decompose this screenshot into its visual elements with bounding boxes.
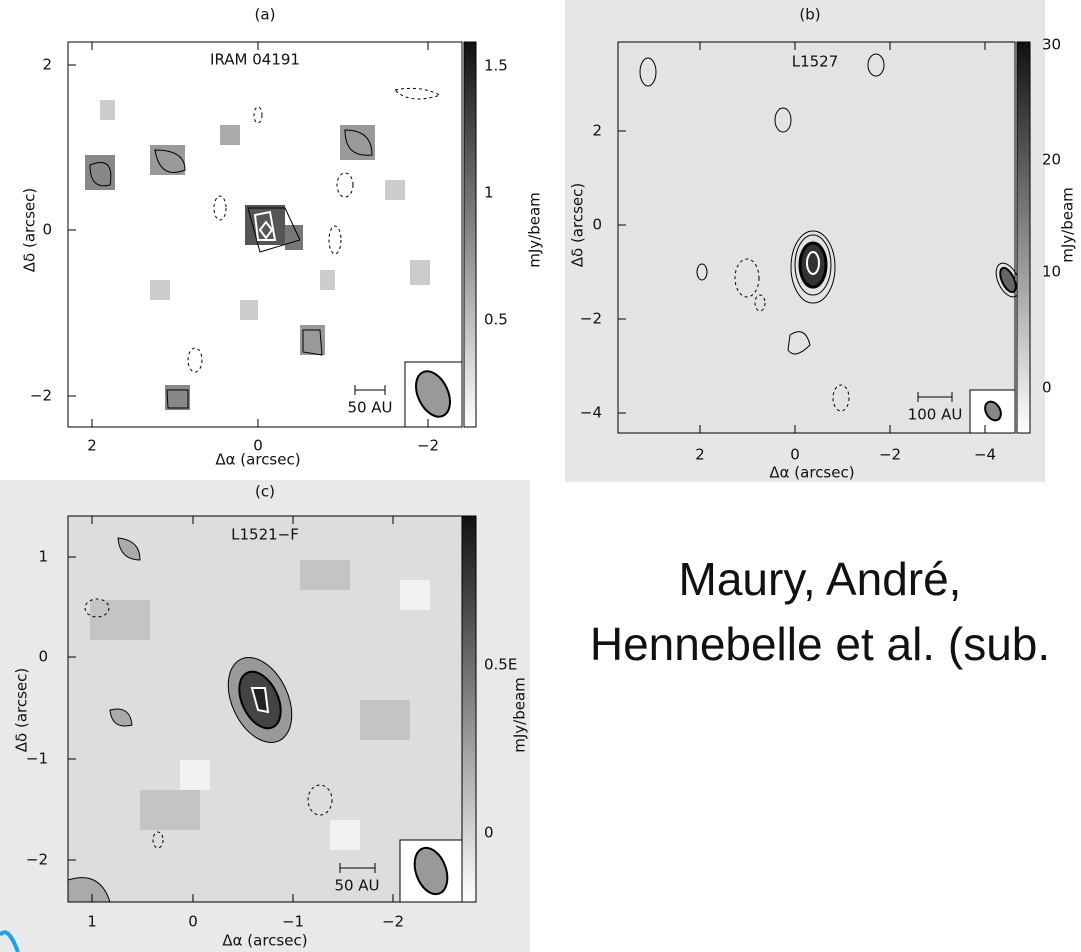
y-tick-label: 1 [38,548,48,566]
x-axis-label: Δα (arcsec) [215,451,300,469]
x-tick-label: 2 [695,446,705,464]
x-tick-label: −1 [282,913,304,931]
x-tick-label: 0 [188,913,198,931]
y-tick-label: −4 [580,404,602,422]
colorbar-tick-label: 0 [484,824,494,842]
y-axis-label: Δδ (arcsec) [21,188,39,272]
colorbar-tick-label: 1 [484,184,494,202]
x-tick-label: 2 [87,437,97,455]
panel: (a) IRAM 04191 Δα (arcsec) Δδ (arcsec) mJy/b… [21,6,544,469]
source-name: L1527 [792,53,839,71]
caption-line: Hennebelle et al. (sub. [590,618,1050,670]
x-tick-label: 1 [87,913,97,931]
colorbar-tick-label: 20 [1042,151,1061,169]
x-tick-label: −2 [417,437,439,455]
source-name: IRAM 04191 [210,51,300,69]
y-tick-label: −2 [30,387,52,405]
panel-label: (c) [255,483,275,501]
colorbar-label: mJy/beam [1059,187,1077,263]
panel-c-map [67,515,477,903]
y-tick-label: −2 [580,310,602,328]
panel-a-map [67,41,477,428]
y-tick-label: 2 [592,122,602,140]
x-tick-label: −4 [974,446,996,464]
panel-label: (a) [255,6,276,24]
scale-bar-label: 100 AU [908,406,963,424]
colorbar-tick-label: 0.5 [484,311,508,329]
y-tick-label: −2 [26,851,48,869]
colorbar-label: mJy/beam [526,192,544,268]
y-tick-label: 2 [42,56,52,74]
source-name: L1521−F [231,526,299,544]
y-axis-label: Δδ (arcsec) [569,183,587,267]
panel-label: (b) [799,6,820,24]
scale-bar-label: 50 AU [347,399,392,417]
colorbar-tick-label: 0 [1042,379,1052,397]
colorbar-label: mJy/beam [511,677,529,753]
colorbar-tick-label: 10 [1042,263,1061,281]
corner-decoration [0,930,20,952]
x-tick-label: −2 [382,913,404,931]
colorbar-tick-label: 0.5E [484,656,517,674]
y-tick-label: 0 [38,648,48,666]
y-tick-label: 0 [42,221,52,239]
colorbar-tick-label: 1.5 [484,57,508,75]
x-tick-label: −2 [879,446,901,464]
y-axis-label: Δδ (arcsec) [13,668,31,752]
y-tick-label: 0 [592,216,602,234]
colorbar-tick-label: 30 [1042,36,1061,54]
x-tick-label: 0 [253,437,263,455]
y-tick-label: −1 [26,750,48,768]
panel-b-map [617,41,1031,434]
scale-bar-label: 50 AU [334,877,379,895]
labels: (a) IRAM 04191 Δα (arcsec) Δδ (arcsec) mJy/b… [13,6,1077,950]
x-axis-label: Δα (arcsec) [769,464,854,482]
x-axis-label: Δα (arcsec) [222,932,307,950]
x-tick-label: 0 [790,446,800,464]
caption-line: Maury, André, [679,553,962,605]
panel: (c) L1521−F Δα (arcsec) Δδ (arcsec) mJy/beam… [13,483,529,950]
